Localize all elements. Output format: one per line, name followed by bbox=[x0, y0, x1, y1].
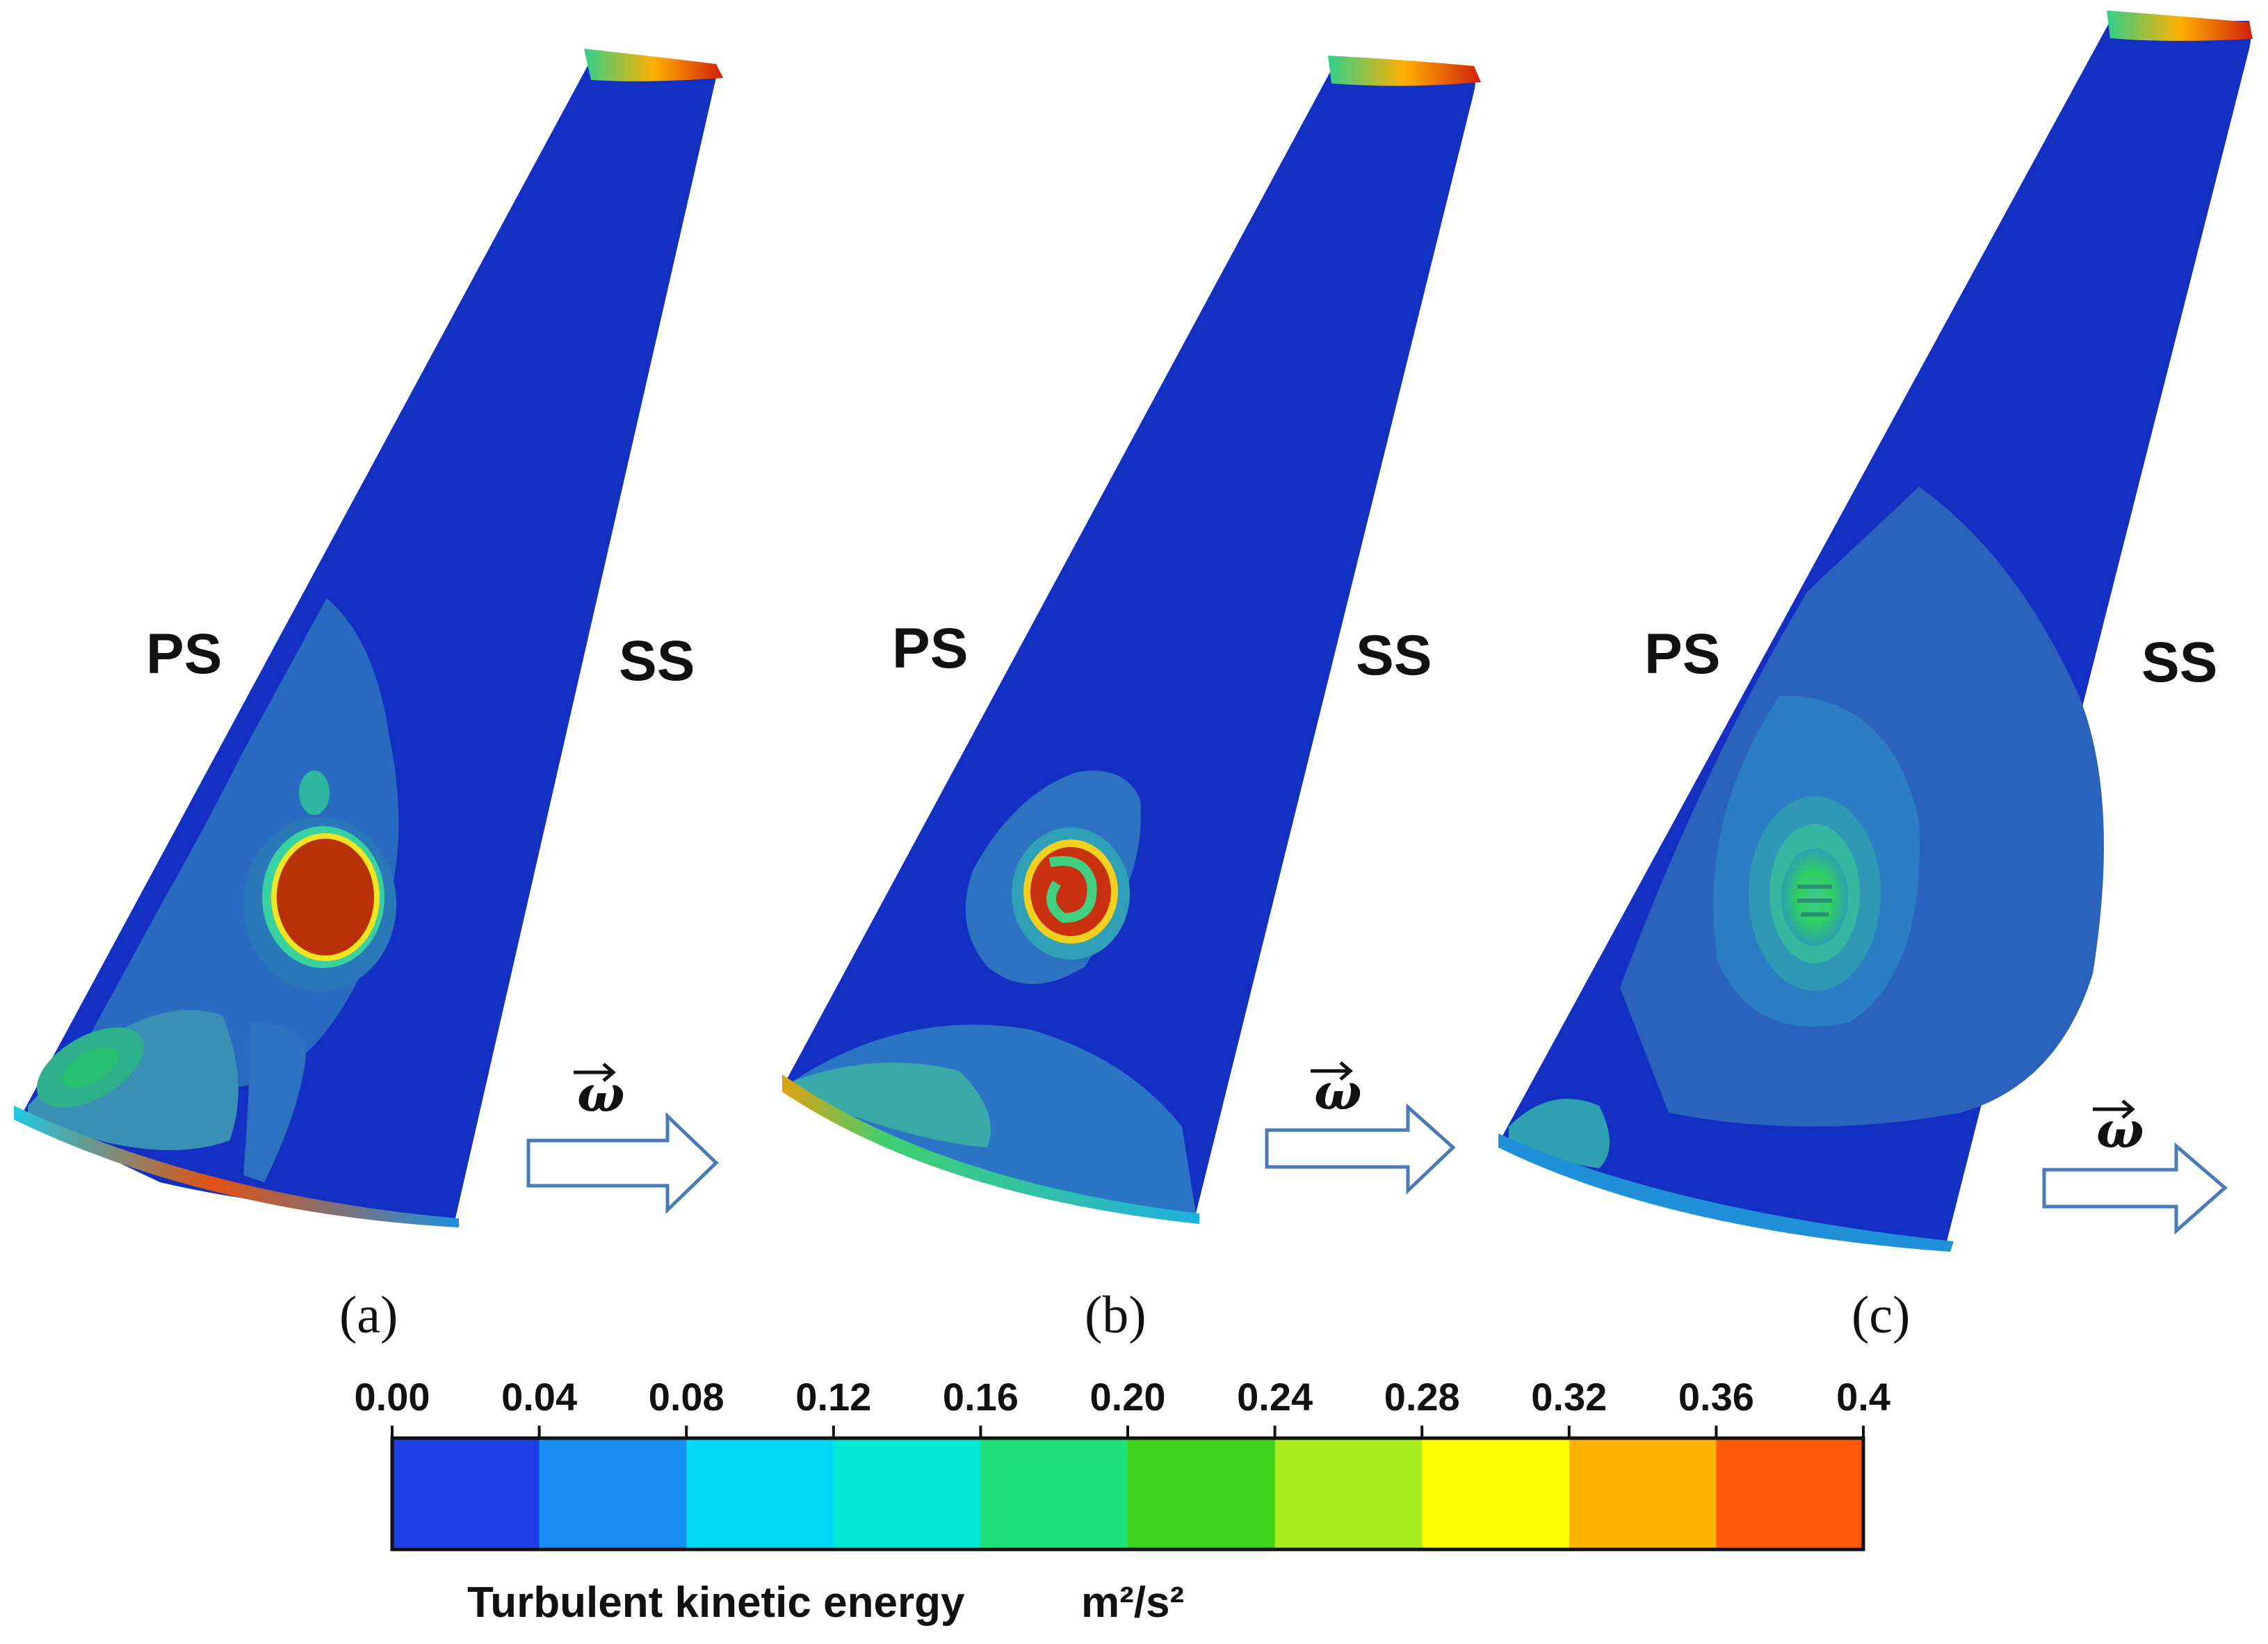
colorbar-tick-label-8: 0.32 bbox=[1531, 1375, 1607, 1419]
blade-a-base-vortex-core bbox=[62, 1047, 119, 1088]
colorbar: 0.00 0.04 0.08 0.12 0.16 0.20 0.24 0.28 0.32 0.36… bbox=[355, 1375, 1890, 1627]
blade-b-hotspot-core bbox=[1030, 847, 1111, 936]
panel-b-omega-vector-icon bbox=[1311, 1061, 1353, 1081]
panel-a-rotation-arrow bbox=[526, 1112, 719, 1214]
colorbar-tick-label-9: 0.36 bbox=[1678, 1375, 1754, 1419]
panel-b-ps-label: PS bbox=[892, 617, 968, 680]
blade-a-hotspot-core bbox=[277, 839, 374, 956]
panel-b-label: (b) bbox=[1085, 1286, 1147, 1344]
panel-c: PS SS ω (c) bbox=[1498, 10, 2253, 1344]
blade-b bbox=[786, 70, 1475, 1214]
colorbar-unit: m²/s² bbox=[1081, 1579, 1184, 1627]
colorbar-band-0 bbox=[392, 1438, 540, 1549]
panel-c-ss-label: SS bbox=[2141, 631, 2217, 694]
colorbar-band-4 bbox=[980, 1438, 1128, 1549]
blade-a-streak bbox=[243, 1022, 306, 1182]
panel-c-omega-vector-icon bbox=[2093, 1099, 2135, 1119]
panel-c-ps-label: PS bbox=[1644, 622, 1720, 686]
blade-c-hub bbox=[1498, 1134, 1954, 1252]
blade-c-vortex-lines bbox=[1797, 885, 1832, 917]
panel-a-ps-label: PS bbox=[146, 622, 222, 686]
blade-b-base-contour bbox=[793, 1063, 991, 1147]
colorbar-tick-label-7: 0.28 bbox=[1384, 1375, 1460, 1419]
colorbar-band-7 bbox=[1422, 1438, 1570, 1549]
panel-b: PS SS ω (b) bbox=[782, 56, 1481, 1344]
colorbar-band-1 bbox=[539, 1438, 687, 1549]
colorbar-band-2 bbox=[686, 1438, 834, 1549]
blade-b-hub bbox=[782, 1074, 1199, 1224]
panel-c-label: (c) bbox=[1852, 1286, 1910, 1344]
colorbar-tick-label-6: 0.24 bbox=[1237, 1375, 1313, 1419]
blade-b-hotspot-swirl bbox=[1046, 856, 1097, 924]
colorbar-band-3 bbox=[833, 1438, 981, 1549]
panel-b-rotation-arrow bbox=[1265, 1103, 1456, 1195]
colorbar-tick-label-10: 0.4 bbox=[1836, 1375, 1890, 1419]
colorbar-title: Turbulent kinetic energy bbox=[467, 1579, 965, 1627]
colorbar-tick-label-1: 0.04 bbox=[501, 1375, 577, 1419]
colorbar-band-5 bbox=[1128, 1438, 1276, 1549]
colorbar-tick-label-0: 0.00 bbox=[355, 1375, 430, 1419]
blade-c-vortex-core bbox=[1781, 848, 1848, 946]
panel-b-ss-label: SS bbox=[1356, 624, 1432, 687]
panel-c-rotation-arrow bbox=[2042, 1142, 2228, 1235]
blade-a-tip bbox=[584, 49, 723, 81]
colorbar-tick-label-3: 0.12 bbox=[795, 1375, 871, 1419]
blade-a-base-region bbox=[28, 1010, 238, 1150]
blade-a-hub bbox=[14, 1106, 459, 1227]
colorbar-band-6 bbox=[1274, 1438, 1423, 1549]
panel-a-ss-label: SS bbox=[619, 629, 695, 693]
colorbar-tick-label-5: 0.20 bbox=[1090, 1375, 1166, 1419]
blade-c-tip bbox=[2107, 10, 2253, 41]
colorbar-tick-label-4: 0.16 bbox=[943, 1375, 1019, 1419]
colorbar-band-8 bbox=[1569, 1438, 1717, 1549]
panel-a: PS SS ω (a) bbox=[14, 49, 723, 1344]
panel-a-omega-vector-icon bbox=[574, 1063, 616, 1082]
panel-a-label: (a) bbox=[339, 1286, 398, 1344]
colorbar-band-9 bbox=[1716, 1438, 1864, 1549]
colorbar-tick-label-2: 0.08 bbox=[649, 1375, 724, 1419]
blade-b-tip bbox=[1328, 56, 1481, 86]
blade-a-hotspot-plume bbox=[299, 771, 330, 815]
